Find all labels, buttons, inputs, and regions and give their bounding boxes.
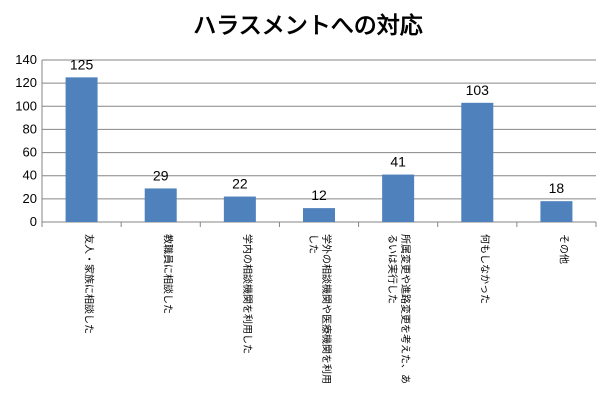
chart-title: ハラスメントへの対応	[193, 13, 423, 39]
data-label: 125	[70, 56, 94, 72]
y-tick-label: 20	[23, 191, 37, 206]
y-tick-label: 40	[23, 168, 37, 183]
data-label: 41	[390, 154, 406, 170]
category-label: 友人・家族に相談した	[83, 234, 96, 334]
bar	[144, 188, 177, 222]
y-tick-label: 100	[15, 98, 37, 113]
y-tick-label: 60	[23, 145, 37, 160]
bar	[540, 201, 573, 222]
category-label: その他	[557, 234, 570, 264]
bar	[65, 77, 98, 222]
category-label: 何もしなかった	[478, 234, 491, 304]
y-tick-label: 140	[15, 52, 37, 67]
data-label: 12	[311, 187, 327, 203]
category-label: 教職員に相談した	[162, 234, 175, 314]
category-label: 学内の相談機関を利用した	[241, 234, 254, 354]
category-label: した	[307, 234, 319, 254]
category-label: るいは実行した	[386, 234, 399, 304]
category-label: 学外の相談機関や医療機関を利用	[320, 234, 333, 384]
bar	[461, 102, 494, 222]
y-tick-label: 120	[15, 75, 37, 90]
y-tick-label: 80	[23, 121, 37, 136]
data-label: 18	[549, 180, 565, 196]
data-label: 29	[153, 167, 169, 183]
bar	[223, 196, 256, 222]
category-label: 所属変更や進路変更を考えた、あ	[399, 234, 412, 384]
bar	[382, 174, 415, 222]
data-label: 103	[466, 82, 490, 98]
y-tick-label: 0	[30, 214, 37, 229]
bar	[303, 208, 335, 222]
data-label: 22	[232, 176, 248, 192]
